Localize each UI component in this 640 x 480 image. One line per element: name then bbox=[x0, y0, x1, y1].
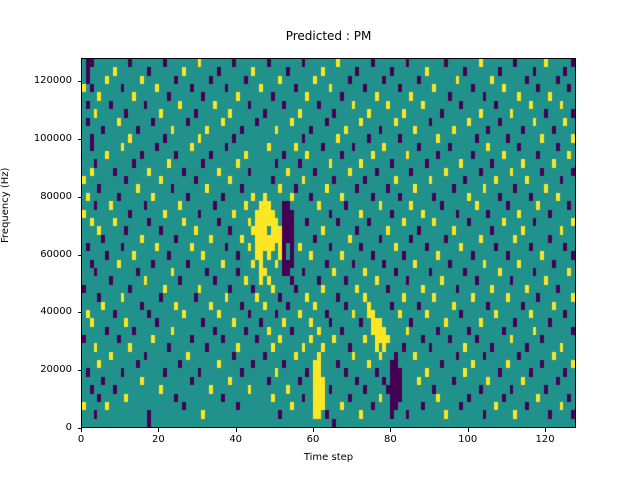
y-tick-label: 100000 bbox=[33, 132, 72, 144]
x-tick-label: 20 bbox=[151, 434, 165, 445]
x-tick-label: 40 bbox=[229, 434, 243, 445]
y-tick-mark bbox=[77, 370, 81, 372]
heatmap-axes bbox=[81, 58, 576, 428]
x-axis-label: Time step bbox=[303, 452, 354, 463]
y-tick-label: 40000 bbox=[40, 306, 72, 318]
x-tick-label: 60 bbox=[306, 434, 320, 445]
y-tick-label: 120000 bbox=[33, 75, 72, 87]
x-tick-mark bbox=[390, 428, 392, 432]
x-tick-mark bbox=[313, 428, 315, 432]
y-tick-label: 20000 bbox=[40, 364, 72, 376]
y-tick-label: 80000 bbox=[40, 190, 72, 202]
y-tick-label: 60000 bbox=[40, 248, 72, 260]
y-tick-label: 0 bbox=[65, 422, 72, 433]
y-tick-mark bbox=[77, 138, 81, 140]
x-tick-mark bbox=[81, 428, 82, 432]
y-tick-mark bbox=[77, 312, 81, 314]
y-tick-mark bbox=[77, 196, 81, 198]
x-tick-mark bbox=[235, 428, 237, 432]
x-tick-mark bbox=[545, 428, 547, 432]
y-tick-mark bbox=[77, 254, 81, 256]
y-axis-label: Frequency (Hz) bbox=[0, 167, 11, 243]
heatmap-image bbox=[82, 59, 575, 427]
x-tick-label: 100 bbox=[458, 434, 478, 445]
y-tick-mark bbox=[77, 428, 81, 429]
y-tick-mark bbox=[77, 81, 81, 83]
x-tick-label: 0 bbox=[77, 434, 85, 445]
x-tick-label: 80 bbox=[384, 434, 397, 445]
x-tick-mark bbox=[467, 428, 469, 432]
x-tick-mark bbox=[158, 428, 160, 432]
x-tick-label: 120 bbox=[535, 434, 555, 445]
chart-title: Predicted : PM bbox=[285, 29, 372, 43]
